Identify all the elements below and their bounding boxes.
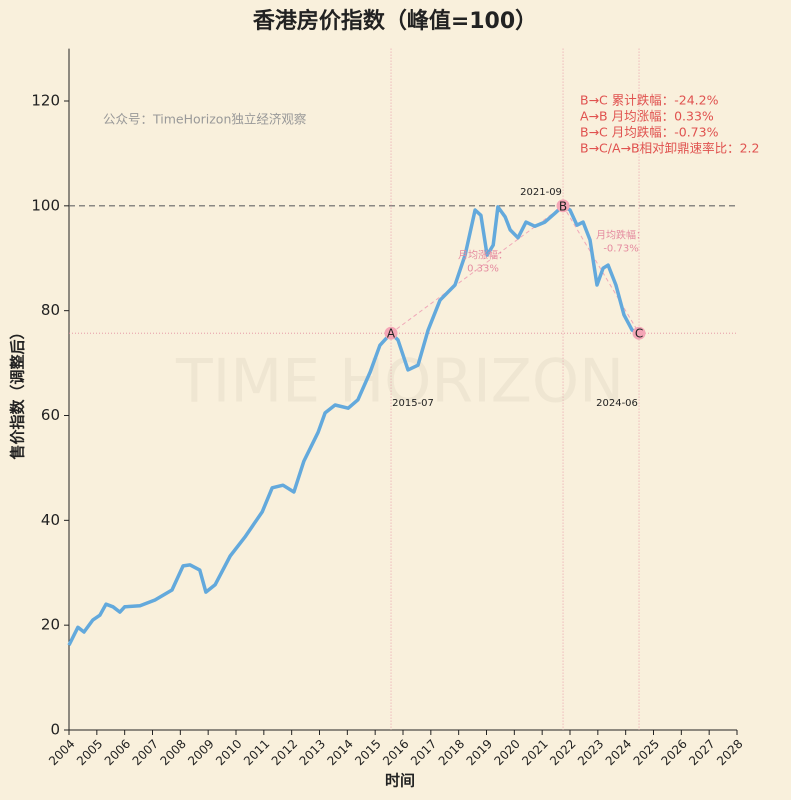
- y-tick-label: 120: [31, 92, 60, 110]
- fall-label: -0.73%: [603, 244, 638, 255]
- data-line: [67, 204, 640, 646]
- point-date: 2024-06: [596, 398, 638, 409]
- x-tick-label: 2012: [269, 737, 300, 768]
- x-tick-label: 2011: [241, 737, 272, 768]
- x-tick-label: 2027: [686, 737, 717, 768]
- summary-line: A→B 月均涨幅：0.33%: [580, 109, 714, 124]
- x-tick-label: 2024: [603, 737, 634, 768]
- x-tick-label: 2007: [130, 737, 161, 768]
- x-tick-label: 2028: [714, 737, 745, 768]
- x-tick-label: 2015: [352, 737, 383, 768]
- x-tick-label: 2017: [408, 737, 439, 768]
- x-tick-label: 2006: [102, 737, 133, 768]
- x-tick-label: 2026: [658, 737, 689, 768]
- x-tick-label: 2010: [213, 737, 244, 768]
- x-tick-label: 2021: [519, 737, 550, 768]
- point-label: C: [635, 327, 643, 341]
- x-tick-label: 2025: [631, 737, 662, 768]
- watermark: TIME HORIZON: [175, 347, 624, 417]
- y-axis-label: 售价指数（调整后）: [9, 324, 27, 459]
- y-tick-label: 80: [41, 301, 60, 319]
- point-date: 2015-07: [392, 398, 434, 409]
- source-note: 公众号：TimeHorizon独立经济观察: [103, 112, 307, 127]
- x-tick-label: 2005: [74, 737, 105, 768]
- point-marker: [384, 326, 398, 340]
- x-tick-label: 2018: [436, 737, 467, 768]
- summary-line: B→C 月均跌幅：-0.73%: [580, 125, 719, 140]
- summary-line: B→C/A→B相对卸鼎速率比：2.2: [580, 141, 759, 156]
- trend-line: [562, 205, 640, 334]
- rise-label: 0.33%: [467, 264, 499, 275]
- y-tick-label: 40: [41, 511, 60, 529]
- x-tick-label: 2016: [380, 737, 411, 768]
- point-date: 2021-09: [520, 187, 562, 198]
- y-tick-label: 0: [50, 721, 60, 739]
- summary-line: B→C 累计跌幅：-24.2%: [580, 93, 719, 108]
- x-tick-label: 2004: [46, 737, 77, 768]
- point-label: B: [559, 199, 567, 213]
- x-tick-label: 2009: [185, 737, 216, 768]
- x-tick-label: 2020: [491, 737, 522, 768]
- y-tick-label: 100: [31, 196, 60, 214]
- point-marker: [632, 326, 646, 340]
- x-tick-label: 2013: [297, 737, 328, 768]
- y-tick-label: 20: [41, 616, 60, 634]
- fall-label: 月均跌幅：: [596, 229, 646, 242]
- rise-label: 月均涨幅：: [458, 249, 508, 262]
- x-axis-label: 时间: [385, 772, 415, 790]
- x-tick-label: 2019: [464, 737, 495, 768]
- x-tick-label: 2014: [324, 737, 355, 768]
- x-tick-label: 2022: [547, 737, 578, 768]
- point-marker: [556, 199, 570, 213]
- y-tick-label: 60: [41, 406, 60, 424]
- x-tick-label: 2023: [575, 737, 606, 768]
- x-tick-label: 2008: [157, 737, 188, 768]
- chart-title: 香港房价指数（峰值=100）: [253, 8, 537, 34]
- point-label: A: [387, 327, 396, 341]
